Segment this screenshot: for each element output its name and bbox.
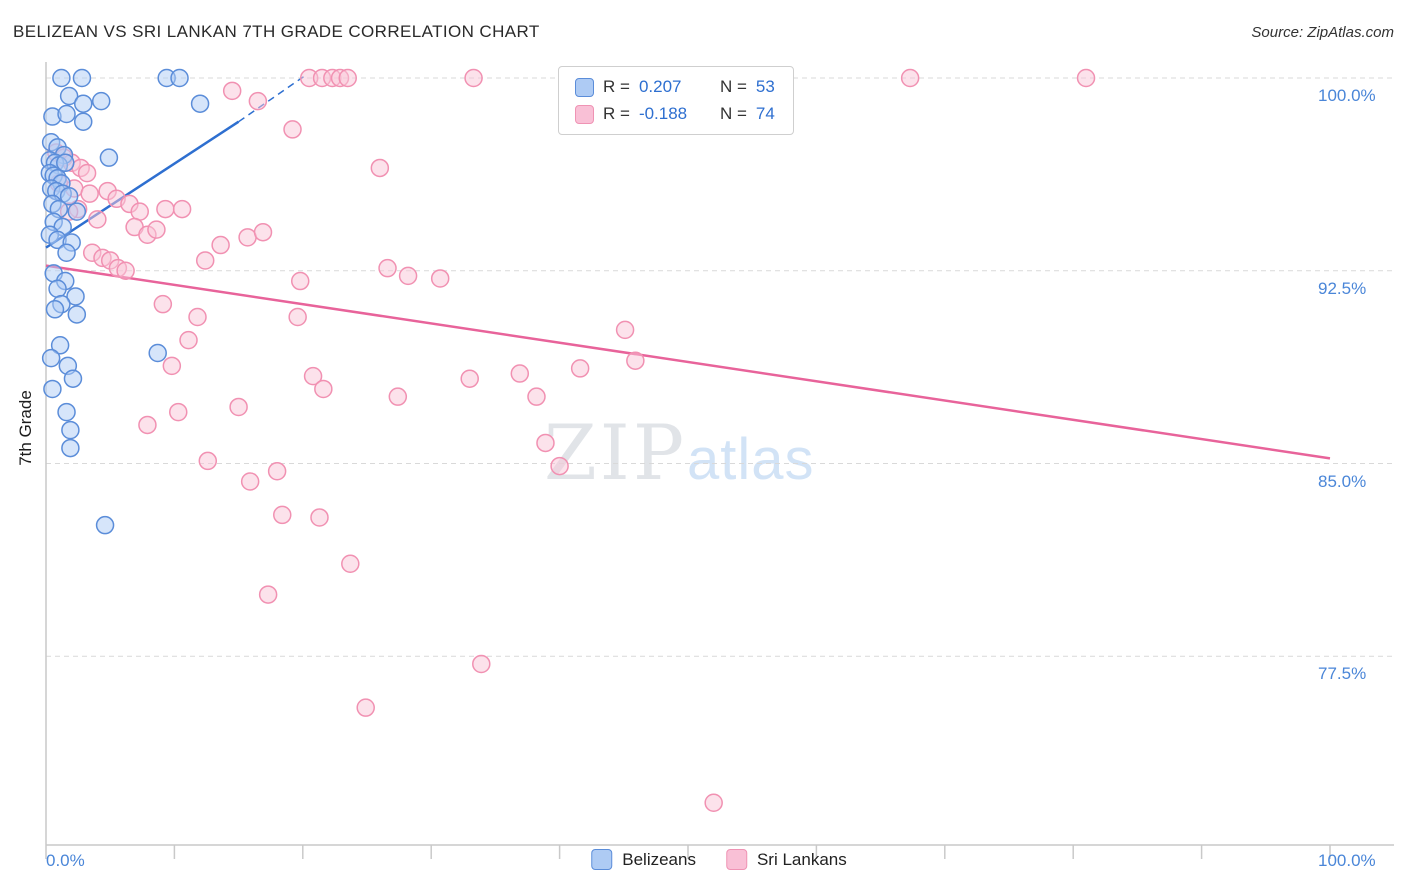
legend-item-belizeans: Belizeans xyxy=(591,849,696,870)
y-tick-label: 100.0% xyxy=(1318,86,1376,105)
x-axis-min-label: 0.0% xyxy=(46,851,85,870)
belizean-swatch xyxy=(575,77,594,97)
series-legend: Belizeans Sri Lankans xyxy=(591,849,847,870)
legend-item-sri-lankans: Sri Lankans xyxy=(725,849,847,870)
y-tick-label: 92.5% xyxy=(1318,278,1367,298)
legend-row-sri-lankans: R = -0.188 N = 74 xyxy=(575,104,775,124)
source-label: Source: ZipAtlas.com xyxy=(1251,24,1394,41)
x-axis-max-label: 100.0% xyxy=(1318,851,1376,870)
source-prefix: Source: xyxy=(1251,24,1304,41)
r-label: R = xyxy=(603,77,630,96)
r-label: R = xyxy=(603,104,630,123)
sri-lankan-swatch xyxy=(575,104,594,124)
page-title: BELIZEAN VS SRI LANKAN 7TH GRADE CORRELA… xyxy=(13,22,540,41)
sri-lankan-swatch xyxy=(725,849,747,870)
n-label: N = xyxy=(719,77,747,96)
y-axis-title: 7th Grade xyxy=(15,390,35,466)
belizean-swatch xyxy=(591,849,613,870)
source-value: ZipAtlas.com xyxy=(1307,24,1394,41)
n-value: 53 xyxy=(755,77,775,96)
n-label: N = xyxy=(719,104,747,123)
legend-row-belizeans: R = 0.207 N = 53 xyxy=(575,77,775,97)
legend-label: Belizeans xyxy=(622,849,696,869)
n-value: 74 xyxy=(755,104,775,123)
r-value: 0.207 xyxy=(638,77,682,96)
y-tick-label: 85.0% xyxy=(1318,471,1367,491)
correlation-legend: R = 0.207 N = 53 R = -0.188 N = 74 xyxy=(558,66,794,135)
r-value: -0.188 xyxy=(638,104,688,123)
y-tick-label: 77.5% xyxy=(1318,664,1367,684)
legend-label: Sri Lankans xyxy=(756,849,847,869)
